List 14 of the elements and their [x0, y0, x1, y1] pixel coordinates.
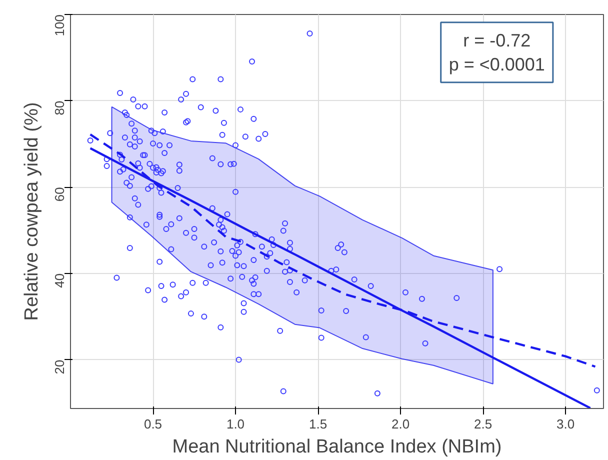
x-tick-label: 0.5 [144, 416, 162, 432]
x-tick-label: 2.0 [391, 416, 410, 432]
y-tick-label: 20 [52, 360, 67, 374]
y-tick-label: 80 [52, 100, 67, 116]
x-tick-label: 1.5 [308, 416, 328, 432]
y-axis-title: Relative cowpea yield (%) [22, 102, 42, 321]
annotation: r = -0.72 p = <0.0001 [448, 30, 545, 74]
y-tick-label: 60 [52, 187, 67, 202]
x-tick-label: 1.0 [226, 416, 245, 432]
x-tick-label: 3.0 [556, 416, 575, 432]
y-tick-label: 40 [52, 273, 67, 288]
y-tick-label: 100 [52, 14, 67, 36]
x-tick-label: 2.5 [474, 416, 492, 432]
x-axis-title: Mean Nutritional Balance Index (NBIm) [172, 436, 502, 458]
